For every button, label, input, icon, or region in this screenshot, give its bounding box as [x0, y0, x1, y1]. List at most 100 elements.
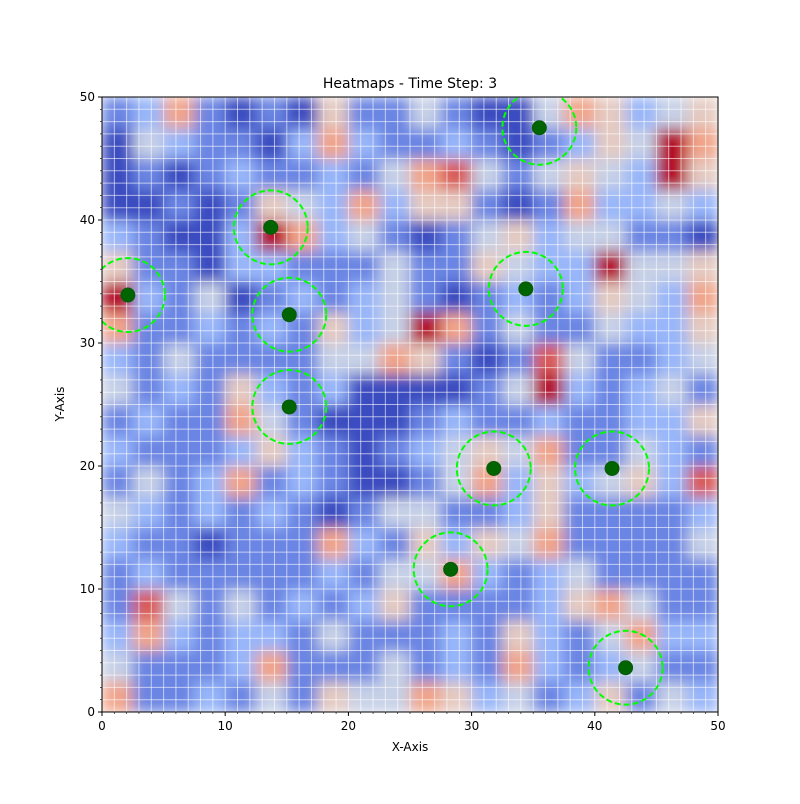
heat-cell [564, 373, 596, 406]
heat-cell [194, 250, 226, 283]
heat-cell [564, 558, 596, 590]
heat-cell [194, 127, 226, 160]
heat-cell [687, 373, 718, 406]
heat-cell [656, 312, 688, 344]
heat-cell [471, 404, 503, 436]
heat-cell [656, 435, 688, 467]
heat-cell [533, 681, 565, 712]
heat-cell [564, 681, 596, 712]
heat-cell [594, 127, 627, 160]
heat-cell [286, 527, 319, 559]
heat-cell [533, 589, 565, 621]
heat-cell [410, 435, 442, 467]
heat-cell [348, 127, 380, 160]
heat-cell [410, 558, 442, 590]
chart-title: Heatmaps - Time Step: 3 [323, 76, 497, 92]
heat-cell [687, 435, 718, 467]
heat-cell [625, 250, 657, 283]
heat-cell [687, 97, 718, 129]
range-circle [251, 276, 328, 353]
heat-cell [687, 558, 718, 590]
heat-cell [256, 466, 288, 498]
heat-cell [410, 220, 442, 252]
heat-cell [256, 250, 288, 283]
heat-cell [656, 373, 688, 406]
heat-cell [594, 312, 627, 344]
y-tick-label: 40 [80, 213, 95, 227]
heat-cell [286, 97, 319, 129]
heat-cell [564, 220, 596, 252]
heat-cell [564, 158, 596, 190]
heat-cell [440, 650, 473, 682]
heat-cell [564, 619, 596, 652]
heat-cell [379, 250, 411, 283]
heat-cell [163, 589, 195, 621]
x-tick-label: 20 [341, 719, 356, 733]
heat-cell [317, 250, 349, 283]
heat-cell [594, 496, 627, 529]
axes: 0 10 20 30 40 50 0 10 20 30 40 50 [80, 90, 726, 733]
heat-cell [194, 220, 226, 252]
range-circle [251, 369, 328, 445]
heat-cell [256, 127, 288, 160]
heat-cell [102, 250, 134, 283]
heat-cell [317, 312, 349, 344]
heat-cell [256, 158, 288, 190]
heat-cell [163, 466, 195, 498]
range-circle [412, 531, 489, 608]
heat-cell [410, 466, 442, 498]
heat-cell [317, 619, 349, 652]
x-tick-label: 40 [587, 719, 602, 733]
heat-cell [687, 343, 718, 375]
heat-cell [471, 619, 503, 652]
heat-cell [317, 373, 349, 406]
heat-cell [132, 619, 165, 652]
heat-cell [564, 435, 596, 467]
heat-cell [317, 97, 349, 129]
heat-cell [440, 220, 473, 252]
heat-cell [471, 435, 503, 467]
heat-cell [132, 496, 165, 529]
heat-cell [471, 589, 503, 621]
heat-cell [225, 312, 257, 344]
heat-cell [502, 97, 534, 129]
heat-cell [194, 496, 226, 529]
heat-cell [225, 435, 257, 467]
heat-cell [379, 681, 411, 712]
heat-cell [317, 435, 349, 467]
heat-cell [317, 527, 349, 559]
heat-cell [502, 220, 534, 252]
heat-cell [625, 589, 657, 621]
x-tick-label: 50 [710, 719, 725, 733]
heat-cell [656, 281, 688, 313]
heat-cell [194, 589, 226, 621]
heat-cell [163, 404, 195, 436]
heat-cell [594, 220, 627, 252]
heat-cell [471, 343, 503, 375]
heat-cell [471, 158, 503, 190]
heat-cell [594, 373, 627, 406]
heat-cell [102, 373, 134, 406]
heat-cell [132, 681, 165, 712]
heat-cell [132, 189, 165, 221]
heat-cell [225, 558, 257, 590]
heat-cell [594, 158, 627, 190]
heat-cell [594, 281, 627, 313]
y-tick-label: 30 [80, 336, 95, 350]
heat-cell [379, 220, 411, 252]
heat-cell [502, 343, 534, 375]
heat-cell [440, 281, 473, 313]
heat-cell [440, 681, 473, 712]
heat-cell [132, 343, 165, 375]
point [618, 660, 634, 676]
heat-cell [102, 343, 134, 375]
heat-cell [594, 189, 627, 221]
heat-cell [410, 619, 442, 652]
heat-cell [533, 496, 565, 529]
heat-cell [625, 343, 657, 375]
heat-cell [102, 435, 134, 467]
heat-cell [379, 312, 411, 344]
heat-cell [379, 650, 411, 682]
heat-cell [132, 220, 165, 252]
heat-cell [687, 127, 718, 160]
